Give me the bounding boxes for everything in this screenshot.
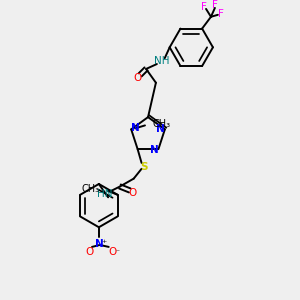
Text: N: N xyxy=(131,123,140,134)
Text: HN: HN xyxy=(98,189,113,200)
Text: N: N xyxy=(95,239,104,249)
Text: CH₃: CH₃ xyxy=(82,184,100,194)
Text: F: F xyxy=(201,2,207,12)
Text: N: N xyxy=(150,145,159,155)
Text: O: O xyxy=(85,247,93,257)
Text: F: F xyxy=(212,0,218,10)
Text: NH: NH xyxy=(154,56,170,66)
Text: ⁻: ⁻ xyxy=(116,247,120,256)
Text: O: O xyxy=(109,247,117,257)
Text: F: F xyxy=(218,9,224,19)
Text: O: O xyxy=(129,188,137,198)
Text: S: S xyxy=(140,162,147,172)
Text: CH₃: CH₃ xyxy=(153,119,171,129)
Text: N: N xyxy=(156,124,164,134)
Text: O: O xyxy=(133,73,141,83)
Text: +: + xyxy=(101,238,106,244)
